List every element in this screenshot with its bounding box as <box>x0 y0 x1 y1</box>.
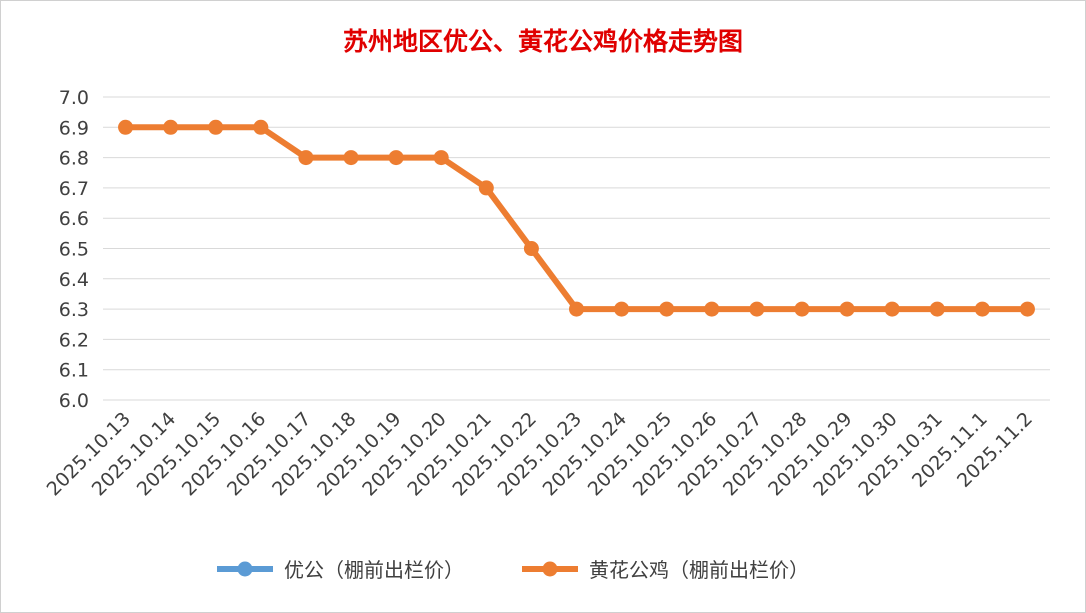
legend-swatch-marker <box>542 561 558 577</box>
data-point <box>343 150 359 166</box>
legend-swatch-marker <box>237 561 253 577</box>
gridlines <box>103 96 1050 401</box>
series-layer <box>118 119 1035 317</box>
y-tick-label: 7.0 <box>59 87 89 109</box>
y-tick-label: 6.8 <box>59 148 89 170</box>
data-point <box>523 241 539 256</box>
y-axis-ticks: 6.0 6.1 6.2 6.3 6.4 6.5 6.6 6.7 6.8 6.9 7.0 <box>59 87 89 412</box>
data-point <box>478 180 494 196</box>
legend: 优公（棚前出栏价） 黄花公鸡（棚前出栏价） <box>217 558 809 582</box>
legend-item-0: 优公（棚前出栏价） <box>217 558 464 582</box>
data-point <box>974 301 990 317</box>
legend-label: 黄花公鸡（棚前出栏价） <box>589 558 809 582</box>
data-point <box>253 119 269 135</box>
y-tick-label: 6.3 <box>59 299 89 321</box>
data-point <box>929 301 945 317</box>
series-1 <box>118 119 1035 317</box>
x-axis-ticks: 2025.10.132025.10.142025.10.152025.10.16… <box>43 408 1037 500</box>
data-point <box>749 301 765 317</box>
y-tick-label: 6.0 <box>59 390 89 412</box>
y-tick-label: 6.2 <box>59 329 89 351</box>
data-point <box>839 301 855 317</box>
data-point <box>298 150 314 166</box>
data-point <box>704 301 720 317</box>
data-point <box>794 301 810 317</box>
y-tick-label: 6.7 <box>59 178 89 200</box>
data-point <box>614 301 630 317</box>
legend-item-1: 黄花公鸡（棚前出栏价） <box>522 558 809 582</box>
y-tick-label: 6.4 <box>59 269 89 291</box>
data-point <box>163 119 179 135</box>
data-point <box>569 301 584 317</box>
legend-label: 优公（棚前出栏价） <box>284 558 464 582</box>
data-point <box>884 301 900 317</box>
y-tick-label: 6.1 <box>59 360 89 382</box>
data-point <box>1019 301 1035 317</box>
data-point <box>208 119 224 135</box>
y-tick-label: 6.9 <box>59 117 89 139</box>
data-point <box>433 150 449 166</box>
data-point <box>659 301 675 317</box>
chart-title: 苏州地区优公、黄花公鸡价格走势图 <box>342 27 743 56</box>
data-point <box>388 150 404 166</box>
y-tick-label: 6.6 <box>59 208 89 230</box>
data-point <box>118 119 134 135</box>
y-tick-label: 6.5 <box>59 239 89 261</box>
